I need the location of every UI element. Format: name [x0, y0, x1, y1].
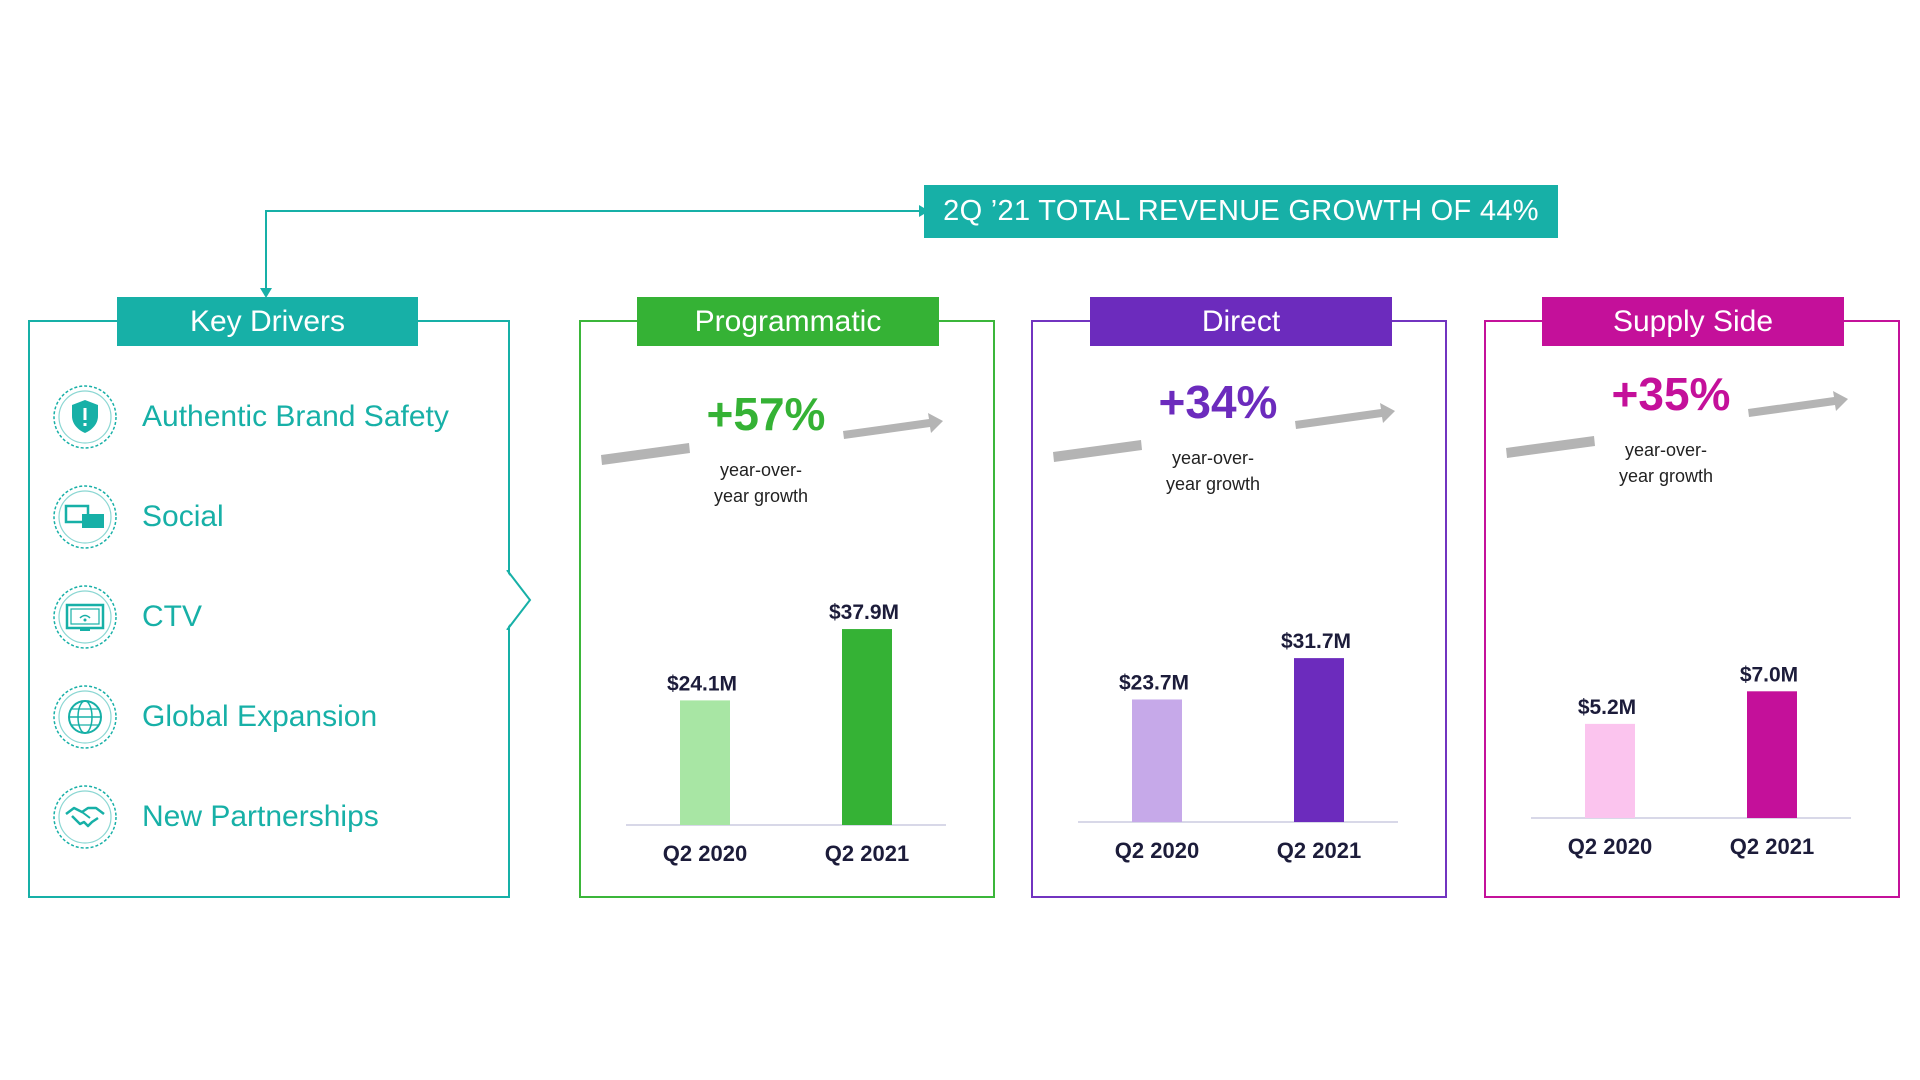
category-label: Q2 2021: [1277, 838, 1361, 863]
bar-value-label: $37.9M: [829, 601, 899, 624]
bar-q2-2020: [680, 700, 730, 825]
programmatic-chart: +57% year-over-year growth $24.1M Q2 2020 $3…: [601, 388, 946, 866]
bar-value-label: $31.7M: [1281, 630, 1351, 653]
category-label: Q2 2020: [1568, 834, 1652, 859]
direct-panel: Direct +34% year-over-year growth $23.7M Q2…: [1031, 297, 1447, 898]
trend-arrow-head: [1295, 403, 1395, 429]
trend-arrow-tail: [601, 443, 690, 465]
bar-value-label: $24.1M: [667, 672, 737, 695]
shield-icon: [53, 385, 117, 449]
growth-percent: +34%: [1159, 376, 1278, 428]
driver-label: CTV: [142, 600, 202, 633]
driver-item: New Partnerships: [52, 782, 379, 852]
trend-arrow-head: [1748, 391, 1848, 417]
globe-icon: [53, 685, 117, 749]
category-label: Q2 2021: [1730, 834, 1814, 859]
category-label: Q2 2021: [825, 841, 909, 866]
driver-label: Authentic Brand Safety: [142, 400, 449, 433]
growth-caption: year-over-: [720, 460, 802, 480]
supply-side-title: Supply Side: [1542, 297, 1844, 346]
bar-q2-2020: [1132, 699, 1182, 822]
supply-side-panel: Supply Side +35% year-over-year growth $5.…: [1484, 297, 1900, 898]
driver-item: CTV: [52, 582, 202, 652]
supply-side-chart: +35% year-over-year growth $5.2M Q2 2020 $7.…: [1506, 368, 1851, 859]
growth-caption: year growth: [1619, 466, 1713, 486]
chat-bubbles-icon: [53, 485, 117, 549]
trend-arrow-head: [843, 413, 943, 439]
growth-caption: year growth: [714, 486, 808, 506]
key-drivers-title: Key Drivers: [117, 297, 418, 346]
growth-percent: +35%: [1612, 368, 1731, 420]
growth-percent: +57%: [707, 388, 826, 440]
tv-icon: [53, 585, 117, 649]
category-label: Q2 2020: [1115, 838, 1199, 863]
growth-caption: year-over-: [1625, 440, 1707, 460]
bar-q2-2021: [842, 629, 892, 825]
growth-caption: year-over-: [1172, 448, 1254, 468]
direct-title: Direct: [1090, 297, 1392, 346]
category-label: Q2 2020: [663, 841, 747, 866]
driver-label: New Partnerships: [142, 800, 379, 833]
banner-text: 2Q ’21 TOTAL REVENUE GROWTH OF 44%: [943, 195, 1539, 227]
growth-caption: year growth: [1166, 474, 1260, 494]
bar-value-label: $5.2M: [1578, 696, 1636, 719]
programmatic-panel: Programmatic +57% year-over-year growth $2…: [579, 297, 995, 898]
key-drivers-panel: Key Drivers Authentic Brand Safety Socia…: [28, 297, 510, 898]
bar-q2-2021: [1294, 658, 1344, 822]
driver-label: Global Expansion: [142, 700, 378, 733]
driver-item: Social: [52, 482, 224, 552]
bar-q2-2020: [1585, 723, 1635, 818]
bar-q2-2021: [1747, 691, 1797, 818]
bar-value-label: $23.7M: [1119, 671, 1189, 694]
bar-value-label: $7.0M: [1740, 663, 1798, 686]
total-revenue-banner: 2Q ’21 TOTAL REVENUE GROWTH OF 44%: [924, 185, 1558, 238]
driver-label: Social: [142, 500, 224, 533]
key-drivers-pointer: [505, 570, 532, 630]
trend-arrow-tail: [1053, 440, 1142, 462]
driver-item: Authentic Brand Safety: [52, 382, 449, 452]
trend-arrow-tail: [1506, 436, 1595, 458]
handshake-icon: [53, 785, 117, 849]
direct-chart: +34% year-over-year growth $23.7M Q2 2020 $3…: [1053, 376, 1398, 863]
driver-item: Global Expansion: [52, 682, 377, 752]
programmatic-title: Programmatic: [637, 297, 939, 346]
